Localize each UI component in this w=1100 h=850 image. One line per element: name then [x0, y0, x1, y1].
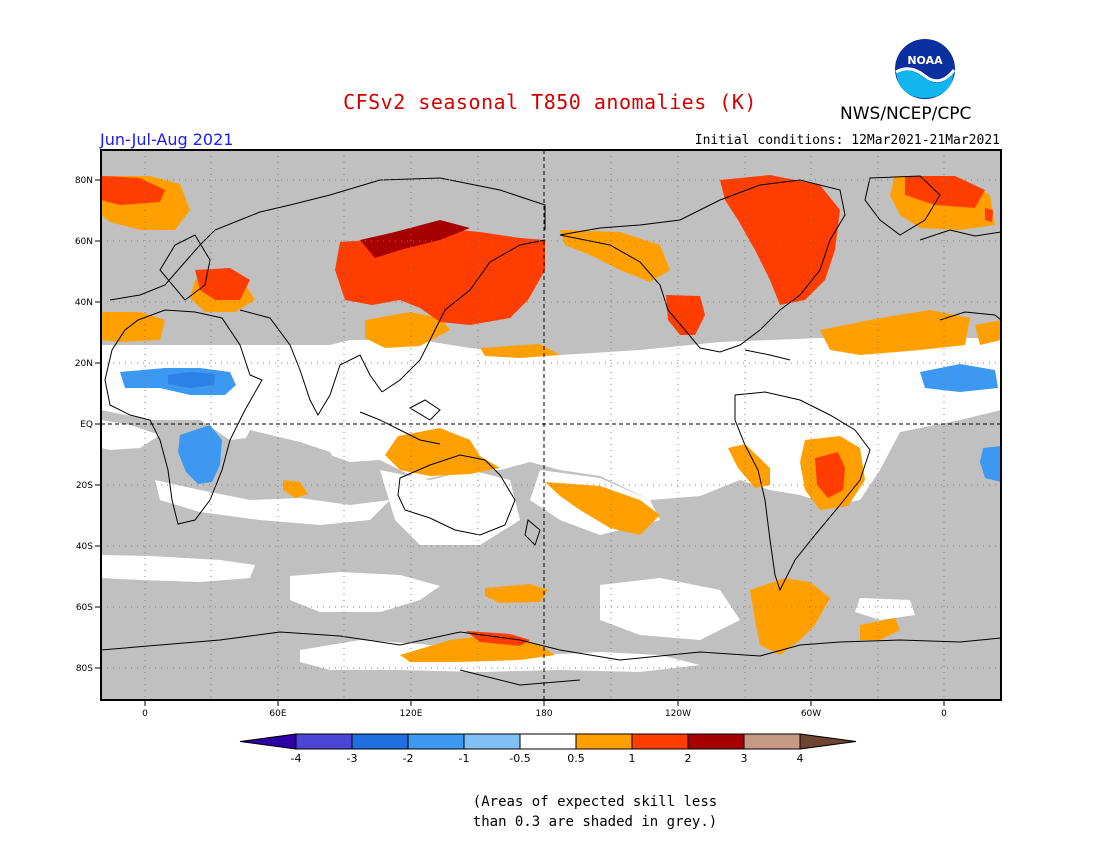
- colorbar-label: 1: [629, 752, 636, 765]
- lon-label: 0: [142, 709, 148, 719]
- lat-label: 80N: [75, 176, 93, 186]
- lat-label: 80S: [76, 664, 93, 674]
- lon-ticks: [144, 700, 945, 706]
- map-frame: [100, 149, 1002, 701]
- colorbar-label: 4: [797, 752, 804, 765]
- graticule: [101, 150, 1001, 700]
- svg-text:NOAA: NOAA: [907, 54, 943, 67]
- org-label: NWS/NCEP/CPC: [840, 104, 972, 124]
- colorbar-swatch: [295, 733, 353, 750]
- colorbar-label: -0.5: [509, 752, 530, 765]
- colorbar-label: 0.5: [567, 752, 585, 765]
- lon-label: 180: [535, 709, 552, 719]
- season-label: Jun-Jul-Aug 2021: [100, 130, 234, 149]
- colorbar-swatch: [743, 733, 801, 750]
- lat-label: 40N: [75, 298, 93, 308]
- lat-label: EQ: [80, 420, 93, 430]
- colorbar-label: -1: [459, 752, 470, 765]
- coastlines: [101, 175, 1001, 686]
- lat-label: 60S: [76, 603, 93, 613]
- skill-note-line: (Areas of expected skill less: [472, 794, 718, 810]
- lat-label: 40S: [76, 542, 93, 552]
- colorbar-arrow-low: [239, 733, 297, 750]
- colorbar-swatch: [631, 733, 689, 750]
- lon-label: 120E: [400, 709, 423, 719]
- colorbar-swatch: [519, 733, 577, 750]
- lon-label: 120W: [665, 709, 691, 719]
- lon-label: 0: [941, 709, 947, 719]
- colorbar-label: -4: [291, 752, 302, 765]
- noaa-logo: NOAA: [894, 38, 956, 100]
- initial-conditions-label: Initial conditions: 12Mar2021-21Mar2021: [694, 133, 1000, 148]
- colorbar-swatch: [575, 733, 633, 750]
- lat-label: 20S: [76, 481, 93, 491]
- colorbar-label: 2: [685, 752, 692, 765]
- lat-ticks: [95, 179, 101, 669]
- colorbar-swatch: [463, 733, 521, 750]
- colorbar-label: -3: [347, 752, 358, 765]
- lat-label: 60N: [75, 237, 93, 247]
- anomaly-field: [101, 150, 1001, 700]
- colorbar-swatch: [687, 733, 745, 750]
- colorbar: -4 -3 -2 -1 -0.5 0.5 1 2 3 4: [239, 733, 857, 765]
- skill-note: (Areas of expected skill less than 0.3 a…: [0, 792, 1100, 832]
- colorbar-swatch: [407, 733, 465, 750]
- colorbar-arrow-high: [799, 733, 857, 750]
- lon-label: 60W: [801, 709, 821, 719]
- colorbar-label: 3: [741, 752, 748, 765]
- colorbar-swatch: [351, 733, 409, 750]
- skill-note-line: than 0.3 are shaded in grey.): [472, 814, 718, 830]
- lon-label: 60E: [269, 709, 286, 719]
- lat-label: 20N: [75, 359, 93, 369]
- colorbar-label: -2: [403, 752, 414, 765]
- map-title: CFSv2 seasonal T850 anomalies (K): [343, 90, 757, 114]
